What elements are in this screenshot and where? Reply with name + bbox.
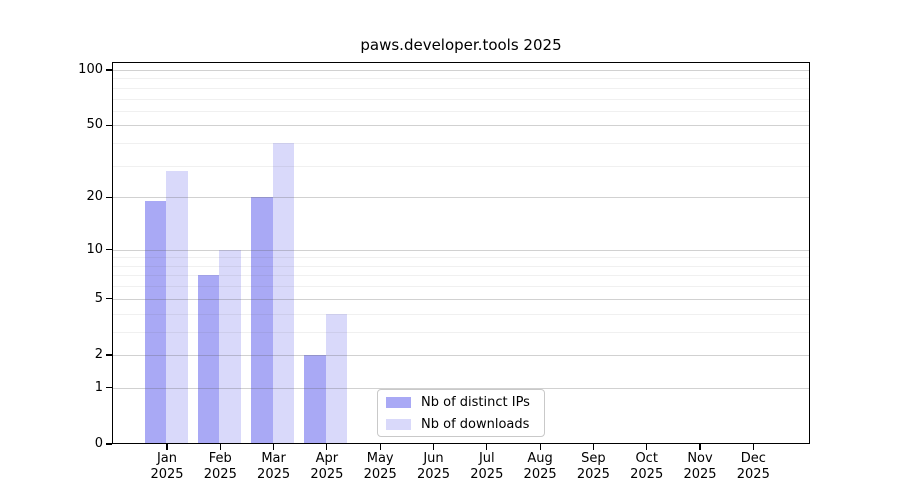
- x-tick-mark-jan: [166, 444, 168, 450]
- legend-swatch-distinct-ips: [386, 396, 411, 408]
- x-tick-mark-sep: [592, 444, 594, 450]
- bar-nb-of-distinct-ips-feb: [197, 275, 220, 444]
- x-tick-label-oct: Oct 2025: [630, 451, 664, 482]
- x-tick-label-may: May 2025: [363, 451, 397, 482]
- gridline-major-2: [112, 354, 810, 356]
- gridline-minor-8: [112, 265, 810, 267]
- gridline-minor-6: [112, 286, 810, 288]
- gridline-major-50: [112, 125, 810, 127]
- x-tick-label-jun: Jun 2025: [416, 451, 451, 482]
- x-tick-label-dec: Dec 2025: [736, 451, 770, 482]
- y-tick-label-2: 2: [94, 346, 103, 362]
- bar-nb-of-downloads-apr: [325, 313, 348, 444]
- y-tick-mark-1: [106, 387, 112, 389]
- x-tick-mark-apr: [326, 444, 328, 450]
- y-tick-mark-100: [106, 69, 112, 71]
- x-tick-label-aug: Aug 2025: [523, 451, 557, 482]
- x-tick-label-jan: Jan 2025: [150, 451, 184, 482]
- legend-label-distinct-ips: Nb of distinct IPs: [421, 394, 530, 410]
- gridline-minor-40: [112, 143, 810, 145]
- gridline-minor-3: [112, 331, 810, 333]
- legend-item-downloads: Nb of downloads: [386, 417, 544, 432]
- bar-nb-of-distinct-ips-jan: [144, 201, 166, 444]
- x-tick-mark-mar: [273, 444, 275, 450]
- legend-label-downloads: Nb of downloads: [421, 416, 530, 432]
- x-tick-mark-aug: [539, 444, 541, 450]
- y-tick-mark-5: [106, 298, 112, 300]
- bar-nb-of-downloads-jan: [166, 171, 188, 444]
- x-tick-mark-oct: [646, 444, 648, 450]
- gridline-major-10: [112, 249, 810, 251]
- x-tick-label-sep: Sep 2025: [576, 451, 610, 482]
- gridline-minor-60: [112, 110, 810, 112]
- legend-box: Nb of distinct IPs Nb of downloads: [377, 389, 545, 437]
- gridline-major-100: [112, 69, 810, 71]
- gridline-major-1: [112, 387, 810, 389]
- gridline-minor-4: [112, 313, 810, 315]
- y-tick-mark-10: [106, 249, 112, 251]
- x-tick-mark-feb: [219, 444, 221, 450]
- y-tick-label-1: 1: [94, 379, 103, 395]
- x-tick-mark-dec: [752, 444, 754, 450]
- x-tick-mark-jun: [432, 444, 435, 450]
- gridline-major-5: [112, 298, 810, 300]
- y-tick-label-100: 100: [78, 61, 103, 77]
- chart-title: paws.developer.tools 2025: [360, 36, 562, 54]
- x-tick-label-mar: Mar 2025: [257, 451, 291, 482]
- y-tick-mark-50: [106, 124, 112, 126]
- y-tick-label-5: 5: [94, 290, 103, 306]
- x-tick-label-jul: Jul 2025: [470, 451, 504, 482]
- gridline-minor-7: [112, 275, 810, 277]
- bar-nb-of-downloads-feb: [219, 249, 241, 444]
- y-tick-mark-2: [106, 354, 112, 356]
- bar-nb-of-distinct-ips-apr: [304, 354, 326, 444]
- y-tick-mark-20: [106, 196, 112, 198]
- gridline-minor-80: [112, 87, 810, 89]
- y-tick-label-10: 10: [86, 241, 103, 257]
- x-tick-mark-nov: [699, 444, 701, 450]
- bar-nb-of-downloads-mar: [272, 143, 295, 444]
- gridline-minor-9: [112, 257, 810, 259]
- y-tick-mark-0: [106, 443, 112, 445]
- gridline-minor-90: [112, 78, 810, 80]
- legend-swatch-downloads: [386, 418, 411, 430]
- gridline-minor-70: [112, 98, 810, 100]
- x-tick-label-feb: Feb 2025: [203, 451, 237, 482]
- gridline-minor-30: [112, 165, 810, 167]
- x-tick-label-nov: Nov 2025: [683, 451, 717, 482]
- x-tick-mark-jul: [486, 444, 488, 450]
- y-tick-label-50: 50: [86, 117, 103, 133]
- x-tick-label-apr: Apr 2025: [310, 451, 344, 482]
- y-tick-label-20: 20: [86, 189, 103, 205]
- bar-nb-of-distinct-ips-mar: [251, 197, 273, 444]
- y-tick-label-0: 0: [94, 436, 103, 451]
- x-tick-mark-may: [379, 444, 381, 450]
- gridline-major-20: [112, 197, 810, 199]
- legend-item-distinct-ips: Nb of distinct IPs: [386, 395, 544, 410]
